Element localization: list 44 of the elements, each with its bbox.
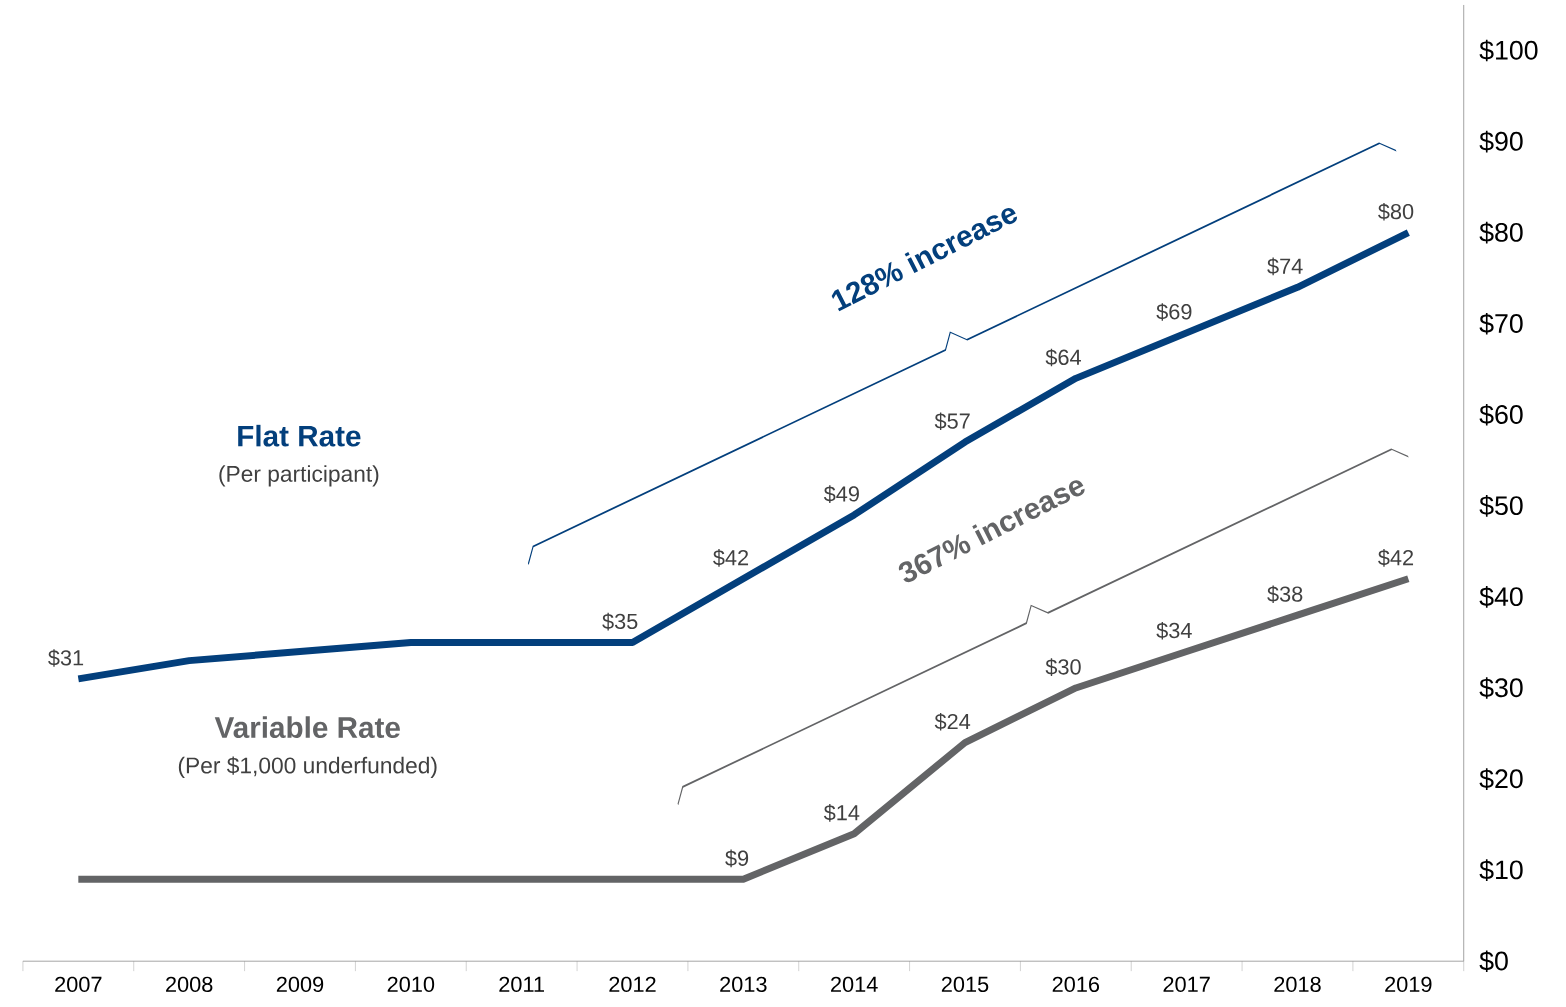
data-label: $30 bbox=[1045, 658, 1081, 676]
text: Flat Rate bbox=[238, 424, 361, 447]
data-label: $64 bbox=[1045, 348, 1081, 367]
x-tick-label: 2010 bbox=[387, 976, 435, 993]
x-tick-label: 2015 bbox=[941, 976, 989, 993]
y-tick-label: $60 bbox=[1479, 404, 1523, 426]
text: Variable Rate bbox=[214, 716, 400, 739]
x-tick-label: 2009 bbox=[276, 976, 324, 993]
y-tick-label: $30 bbox=[1479, 677, 1523, 699]
x-tick-label: 2008 bbox=[166, 976, 213, 993]
data-label: $35 bbox=[602, 612, 638, 631]
y-tick-label: $70 bbox=[1479, 312, 1523, 335]
y-tick-label: $80 bbox=[1479, 221, 1523, 244]
data-label: $9 bbox=[725, 849, 749, 868]
x-tick-label: 2007 bbox=[55, 976, 102, 993]
data-label: $80 bbox=[1378, 203, 1414, 221]
data-label: $74 bbox=[1267, 257, 1303, 276]
data-label: $57 bbox=[934, 412, 970, 431]
y-tick-label: $90 bbox=[1479, 130, 1523, 153]
data-label: $14 bbox=[823, 804, 860, 822]
data-label: $24 bbox=[934, 713, 971, 731]
x-tick-label: 2018 bbox=[1274, 976, 1321, 993]
x-tick-label: 2012 bbox=[609, 976, 656, 993]
data-label: $69 bbox=[1156, 303, 1192, 321]
x-tick-label: 2013 bbox=[720, 976, 767, 993]
x-tick-label: 2014 bbox=[831, 976, 878, 993]
data-label: $42 bbox=[713, 549, 749, 567]
x-tick-label: 2017 bbox=[1163, 976, 1210, 993]
x-tick-label: 2011 bbox=[499, 976, 544, 993]
data-label: $42 bbox=[1378, 549, 1414, 567]
data-label: $49 bbox=[823, 485, 859, 503]
annotation: (Per $1,000 underfunded) bbox=[178, 756, 437, 779]
annotation: (Per participant) bbox=[219, 465, 379, 487]
y-tick-label: $20 bbox=[1479, 768, 1523, 790]
x-tick-label: 2016 bbox=[1052, 976, 1100, 993]
data-label: $31 bbox=[48, 649, 84, 667]
y-tick-label: $40 bbox=[1479, 586, 1523, 608]
data-label: $34 bbox=[1156, 621, 1192, 640]
x-tick-label: 2019 bbox=[1385, 976, 1432, 993]
y-tick-label: $100 bbox=[1479, 39, 1538, 62]
y-tick-label: $10 bbox=[1479, 859, 1523, 882]
y-tick-label: $50 bbox=[1479, 495, 1523, 517]
y-tick-label: $0 bbox=[1479, 950, 1508, 973]
data-label: $38 bbox=[1267, 585, 1303, 604]
